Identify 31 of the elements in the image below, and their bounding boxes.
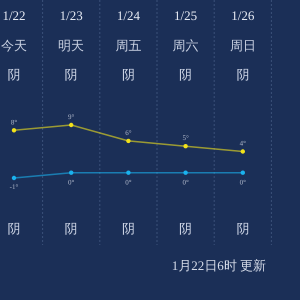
- point: [183, 170, 188, 175]
- text: 阴: [122, 221, 135, 236]
- text: 今天: [1, 38, 27, 53]
- x-tick-label: 1/26: [231, 8, 255, 23]
- point: [240, 149, 245, 154]
- point: [12, 176, 16, 180]
- text: 阴: [122, 67, 135, 82]
- text: 阴: [64, 221, 78, 236]
- text: 周日: [230, 38, 256, 53]
- text: 阴: [8, 67, 20, 82]
- text: 阴: [8, 221, 20, 236]
- text: 阴: [179, 221, 192, 236]
- point: [126, 170, 131, 175]
- point: [69, 170, 74, 175]
- text: 周五: [115, 38, 142, 53]
- point: [69, 122, 74, 128]
- x-tick-label: 1/22: [2, 8, 26, 23]
- text: 阴: [236, 67, 250, 82]
- text: 阴: [64, 67, 78, 82]
- point: [126, 138, 131, 144]
- x-tick-label: 1/25: [174, 8, 198, 23]
- point: [183, 144, 188, 148]
- text: 阴: [179, 67, 192, 82]
- x-tick-label: 1/24: [116, 8, 140, 23]
- text: 周六: [172, 38, 199, 53]
- point: [12, 128, 16, 132]
- text: 1月22日6时 更新: [172, 258, 266, 273]
- text: 明天: [58, 38, 84, 53]
- text: 阴: [236, 221, 250, 236]
- point: [240, 170, 245, 175]
- x-tick-label: 1/23: [60, 8, 83, 23]
